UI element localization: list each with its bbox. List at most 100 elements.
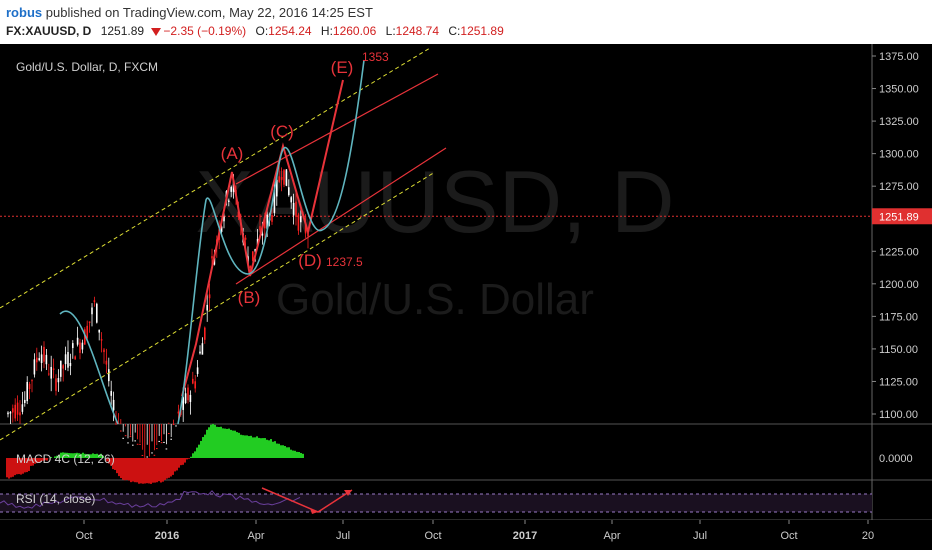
macd-bar-positive: [222, 428, 224, 458]
macd-bar-negative: [186, 458, 188, 460]
candle-body: [285, 169, 288, 186]
close-value: 1251.89: [460, 24, 504, 38]
candle-body: [189, 394, 192, 402]
chart-area[interactable]: XAUUSD, D Gold/U.S. Dollar (A) (B) (C) (D) (E…: [0, 44, 932, 550]
candle-body: [93, 300, 96, 303]
candle-body: [230, 186, 232, 192]
candle-body: [98, 329, 100, 333]
macd-bar-negative: [160, 458, 162, 483]
candle-body: [201, 343, 204, 355]
macd-bar-positive: [72, 453, 74, 458]
candle-body: [132, 444, 134, 446]
series-label[interactable]: Gold/U.S. Dollar, D, FXCM: [16, 60, 159, 74]
macd-bar-negative: [110, 458, 112, 466]
candle-body: [45, 354, 48, 365]
open-value: 1254.24: [268, 24, 312, 38]
macd-bar-positive: [242, 435, 244, 458]
symbol-name[interactable]: FX:XAUUSD, D: [6, 24, 92, 38]
macd-bar-negative: [118, 458, 120, 477]
candle-body: [139, 443, 141, 445]
macd-bar-positive: [88, 454, 90, 458]
candle-body: [184, 393, 187, 404]
macd-bar-negative: [150, 458, 152, 484]
macd-bar-positive: [218, 426, 220, 458]
macd-bar-negative: [32, 458, 34, 466]
macd-bar-positive: [198, 444, 200, 458]
macd-bar-negative: [144, 458, 146, 484]
macd-bar-positive: [262, 438, 264, 458]
macd-bar-positive: [278, 443, 280, 458]
candle-body: [177, 411, 180, 414]
macd-bar-negative: [22, 458, 24, 474]
channel-lower-line: [0, 171, 436, 441]
username-link[interactable]: robus: [6, 5, 43, 20]
macd-bar-positive: [74, 453, 76, 458]
candle-body: [213, 257, 216, 265]
time-tick-label: 2016: [155, 530, 179, 542]
macd-bar-negative: [164, 458, 166, 480]
macd-bar-negative: [156, 458, 158, 483]
macd-bar-negative: [128, 458, 130, 481]
macd-bar-negative: [152, 458, 154, 483]
time-tick-label: Oct: [424, 530, 441, 542]
rsi-label[interactable]: RSI (14, close): [16, 492, 96, 506]
candle-body: [290, 197, 292, 203]
macd-bar-negative: [130, 458, 132, 483]
candle-body: [182, 397, 184, 410]
macd-bar-negative: [18, 458, 20, 475]
candle-body: [72, 343, 74, 349]
macd-bar-positive: [238, 432, 240, 458]
macd-bar-negative: [26, 458, 28, 473]
candle-body: [112, 399, 115, 411]
symbol-info: FX:XAUUSD, D 1251.89 −2.35 (−0.19%) O:12…: [6, 24, 504, 38]
macd-bar-positive: [200, 440, 202, 458]
macd-zero-label: 0.0000: [879, 453, 913, 465]
price-tick-label: 1175.00: [879, 311, 918, 323]
time-tick-label: Jul: [336, 530, 350, 542]
candle-body: [12, 408, 14, 413]
macd-bar-negative: [132, 458, 134, 482]
candle-body: [228, 200, 230, 202]
macd-bar-positive: [62, 452, 64, 458]
macd-bar-positive: [94, 454, 96, 458]
last-price: 1251.89: [100, 24, 145, 38]
rsi-arrow-head: [310, 508, 318, 514]
macd-bar-negative: [30, 458, 32, 466]
drawing-annotations: (A) (B) (C) (D) (E) 1353 1237.5: [0, 47, 447, 514]
macd-bar-positive: [82, 452, 84, 458]
candle-body: [283, 169, 285, 185]
macd-bar-positive: [280, 445, 282, 458]
watermark-symbol: XAUUSD, D: [195, 152, 674, 251]
candle-body: [300, 216, 302, 223]
down-arrow-icon: [151, 27, 162, 36]
candle-body: [16, 402, 19, 415]
macd-label[interactable]: MACD 4C (12, 26): [16, 452, 115, 466]
macd-bar-positive: [246, 435, 248, 458]
price-tick-label: 1275.00: [879, 181, 919, 193]
wave-label: (C): [270, 122, 294, 141]
macd-bar-positive: [208, 427, 210, 458]
macd-bar-positive: [252, 437, 254, 458]
candle-body: [254, 249, 256, 252]
macd-bar-positive: [78, 453, 80, 458]
macd-bar-negative: [178, 458, 180, 468]
macd-bar-negative: [34, 458, 36, 464]
candle-body: [206, 304, 208, 311]
candle-body: [26, 381, 28, 402]
candle-body: [33, 359, 36, 375]
macd-bar-positive: [192, 453, 194, 458]
macd-bar-positive: [60, 452, 62, 458]
price-tick-label: 1100.00: [879, 409, 918, 421]
candle-body: [271, 215, 273, 222]
candle-body: [120, 430, 122, 432]
candle-body: [252, 251, 254, 261]
candle-body: [122, 437, 124, 439]
candle-body: [172, 424, 175, 426]
high-value: 1260.06: [332, 24, 377, 38]
candle-body: [276, 179, 278, 197]
macd-bar-positive: [264, 438, 266, 458]
macd-bar-positive: [256, 436, 258, 458]
macd-bar-negative: [106, 458, 108, 462]
macd-bar-positive: [204, 434, 206, 458]
macd-bar-positive: [54, 456, 56, 458]
